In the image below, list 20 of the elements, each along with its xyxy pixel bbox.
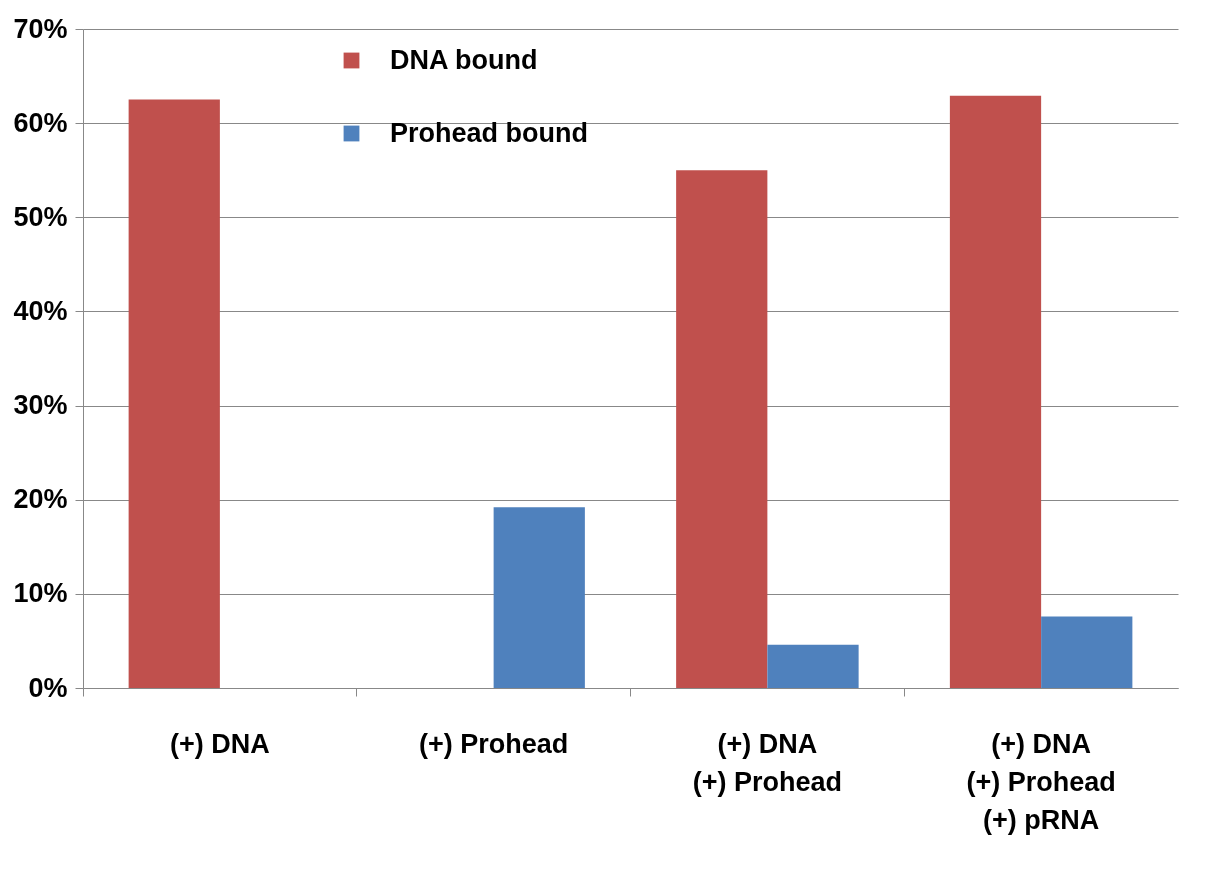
x-tick-label: (+) Prohead bbox=[418, 728, 569, 759]
y-tick-label: 20% bbox=[13, 484, 68, 515]
bar bbox=[128, 99, 220, 688]
bar bbox=[493, 507, 585, 688]
bar bbox=[1041, 616, 1133, 688]
x-tick-label: (+) DNA bbox=[170, 728, 270, 759]
bar bbox=[676, 170, 768, 688]
y-tick-label: 70% bbox=[13, 13, 68, 44]
y-tick-label: 10% bbox=[13, 578, 68, 609]
y-tick-label: 60% bbox=[13, 107, 68, 138]
y-tick-label: 30% bbox=[13, 390, 68, 421]
bar bbox=[767, 644, 859, 688]
bar bbox=[949, 95, 1042, 688]
y-tick-label: 40% bbox=[13, 295, 68, 326]
x-tick-label: (+) DNA (+) Prohead (+) pRNA bbox=[966, 728, 1116, 835]
legend-label: Prohead bound bbox=[390, 117, 588, 148]
y-tick-label: 0% bbox=[28, 672, 68, 703]
x-tick-label: (+) DNA (+) Prohead bbox=[692, 728, 843, 797]
y-tick-label: 50% bbox=[13, 201, 68, 232]
legend-label: DNA bound bbox=[390, 44, 538, 75]
